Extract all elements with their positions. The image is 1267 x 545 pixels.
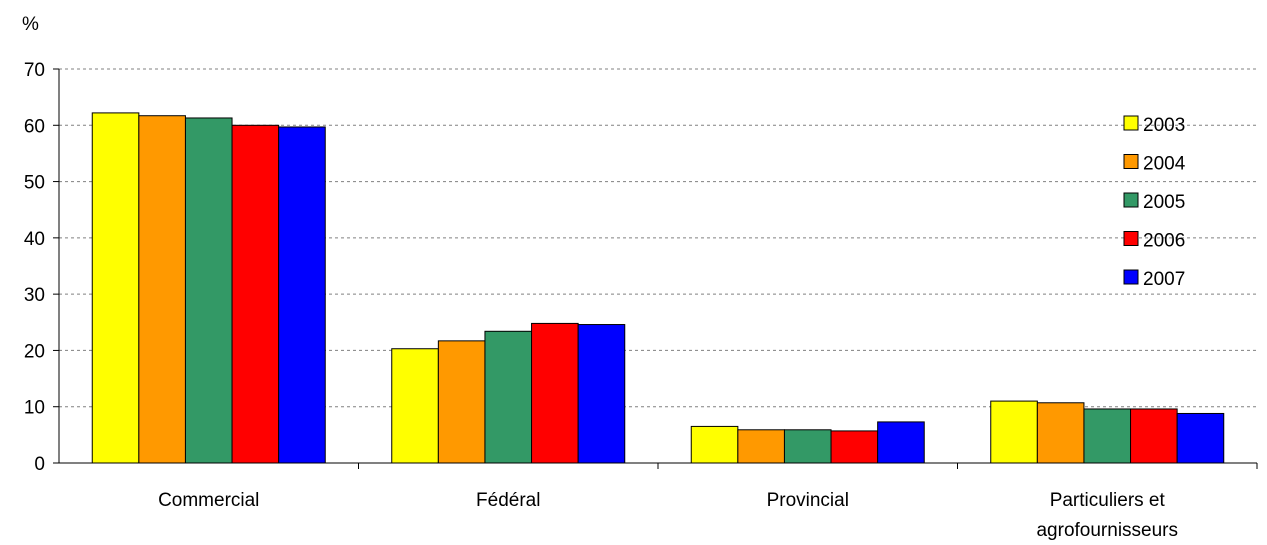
x-category-label: Provincial [767,490,849,511]
bar-2006 [1130,408,1178,464]
legend-swatch-2005 [1123,192,1139,208]
bar-2005 [184,117,233,464]
bar-2006 [231,124,280,464]
y-tick-label: 0 [34,454,45,475]
bar-2003 [690,425,739,464]
bar-2004 [138,115,186,464]
bar-2005 [484,330,533,464]
x-category-label: Fédéral [476,490,540,511]
legend-label: 2004 [1143,154,1186,175]
bar-2004 [1036,402,1085,464]
legend-label: 2005 [1143,192,1185,213]
bars [91,112,1225,464]
legend-swatch-2006 [1123,231,1139,246]
y-tick-label: 50 [24,173,45,194]
legend-label: 2003 [1143,115,1185,136]
bar-2004 [737,429,785,464]
y-tick-label: 10 [24,398,45,419]
legend-label: 2006 [1143,231,1185,252]
y-axis-unit-label: % [22,14,39,35]
y-tick-label: 20 [24,341,45,362]
bar-2006 [830,430,879,464]
y-tick-label: 30 [24,285,45,306]
bar-2003 [91,112,140,464]
axes [53,68,1258,469]
bar-2006 [531,322,579,464]
bar-2003 [391,348,439,464]
x-axis-category-labels: Commercial Fédéral Provincial Particuliers … [158,490,1178,541]
legend-swatch-2003 [1123,115,1139,131]
bar-2003 [990,400,1038,464]
legend-swatch-2007 [1123,269,1139,285]
bar-2007 [877,421,925,464]
bar-2007 [577,324,626,464]
y-axis-tick-labels: 0 10 20 30 40 50 60 70 [24,60,45,475]
x-category-label: Commercial [158,490,259,511]
bar-2007 [1176,412,1225,464]
legend: 2003 2004 2005 2006 2007 [1123,115,1186,290]
y-tick-label: 40 [24,229,45,250]
bar-2005 [783,429,832,464]
y-tick-label: 70 [24,60,45,81]
bar-2005 [1083,408,1132,464]
legend-swatch-2004 [1123,154,1139,169]
x-category-label: Particuliers et agrofournisseurs [1036,490,1178,541]
y-tick-label: 60 [24,116,45,137]
bar-2004 [437,340,486,464]
bar-2007 [278,126,326,464]
legend-label: 2007 [1143,269,1185,290]
